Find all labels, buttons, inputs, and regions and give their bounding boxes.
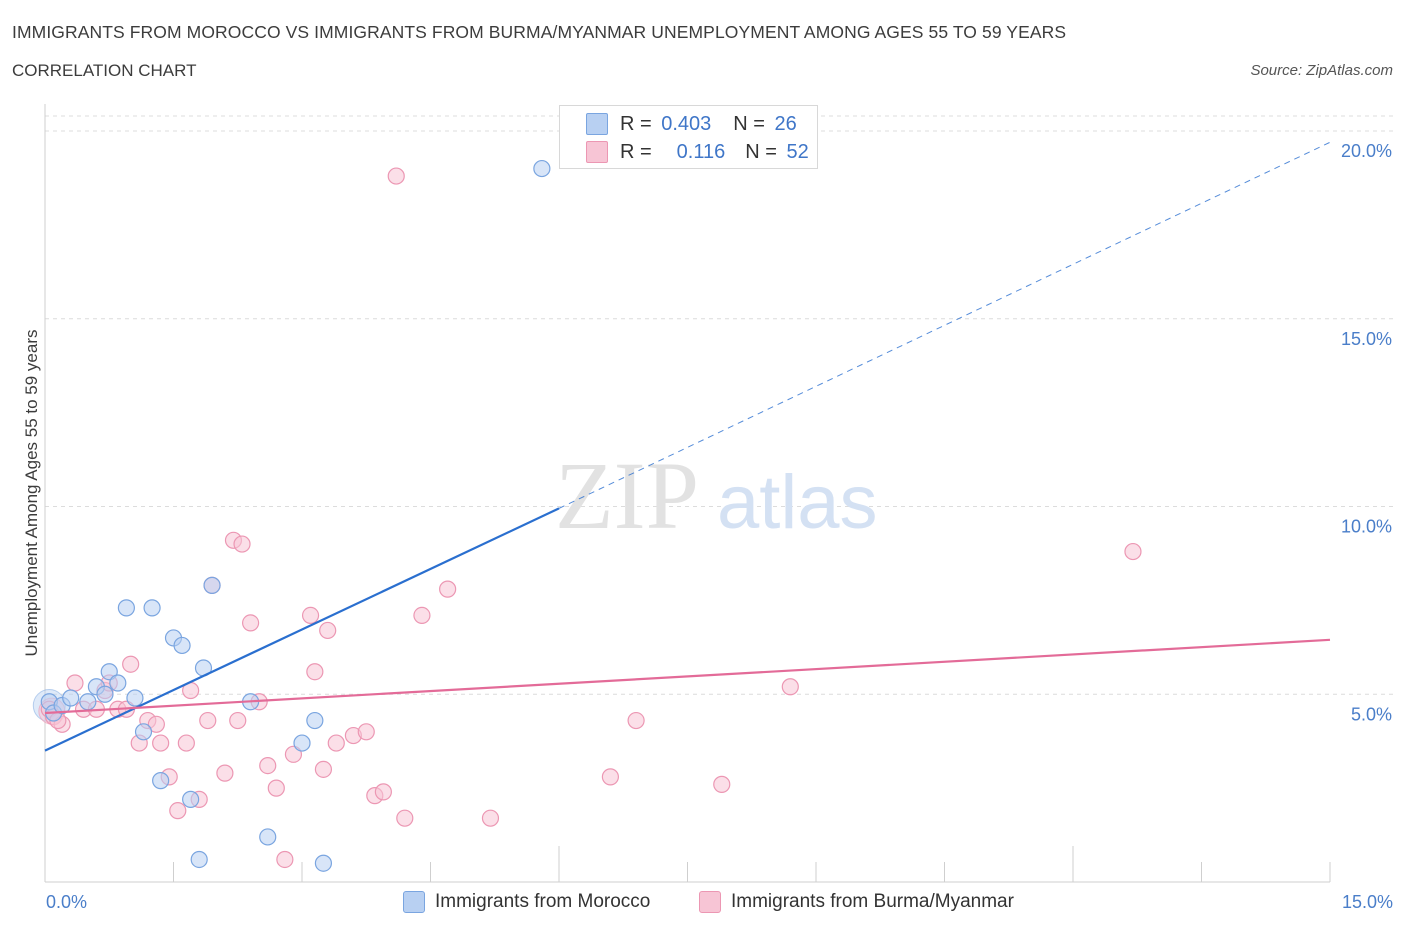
burma-point [259,756,277,775]
legend-label: Immigrants from Morocco [435,891,651,912]
n-label: N = [733,112,765,135]
burma-point [413,606,431,625]
burma-point [357,723,375,741]
burma-point [66,674,84,692]
watermark-atlas: atlas [717,460,878,545]
chart-subtitle: CORRELATION CHART [12,61,197,80]
morocco-point [62,689,80,707]
burma-point [374,783,392,801]
morocco-point [96,685,114,703]
burma-point [276,850,294,869]
burma-point [314,760,333,778]
burma-point [319,621,337,640]
burma-point [169,802,187,820]
morocco-point [109,674,127,692]
watermark-zip: ZIP [555,442,699,549]
morocco-swatch [586,113,608,135]
burma-point [216,764,234,782]
morocco-point [314,854,333,872]
burma-point [396,809,414,827]
burma-point [387,167,405,185]
label-layer: Unemployment Among Ages 55 to 59 years 5… [22,141,1393,912]
r-label: R = [620,112,652,135]
burma-point [481,809,500,827]
morocco-point [533,159,551,178]
burma-point [242,614,260,632]
trend-layer [44,141,1331,752]
morocco-point [306,711,324,730]
morocco-point [203,576,221,594]
morocco-point [152,772,170,790]
points-layer [32,159,1142,872]
burma-point [152,734,170,752]
watermark: ZIP atlas [555,442,878,549]
y-tick-label: 10.0% [1341,517,1392,537]
morocco-point [134,723,153,741]
burma-point [267,779,285,797]
morocco-point [173,636,191,655]
morocco-legend-swatch [403,891,425,913]
morocco-point [293,734,311,752]
n-value: 26 [774,112,797,135]
burma-point [301,606,320,625]
y-tick-label: 15.0% [1341,329,1392,349]
burma-swatch [586,141,608,163]
y-tick-label: 20.0% [1341,141,1392,161]
burma-point [177,734,195,752]
burma-point [199,711,217,730]
burma-point [306,663,324,681]
n-label: N = [745,140,777,163]
legend-item-burma[interactable]: Immigrants from Burma/Myanmar [699,889,1014,915]
burma-point [233,535,251,553]
legend-label: Immigrants from Burma/Myanmar [731,891,1014,912]
morocco-point [182,790,200,808]
r-value: 0.116 [676,140,726,163]
burma-point [1124,542,1142,561]
morocco-point [79,693,97,711]
morocco-point [190,850,208,869]
morocco-point [117,599,135,617]
stats-legend-row-morocco: R = 0.403 N = 26 [586,112,797,136]
source-label: Source: ZipAtlas.com [1250,62,1393,79]
burma-point [601,768,620,786]
y-axis-label: Unemployment Among Ages 55 to 59 years [22,330,41,657]
x-tick-label: 15.0% [1342,892,1393,912]
grid-layer [45,115,1395,695]
burma-point [327,734,345,752]
burma-point [147,715,165,733]
morocco-point [126,689,144,707]
burma-legend-swatch [699,891,721,913]
stats-legend: R = 0.403 N = 26 R = 0.116 N = 52 [559,105,818,169]
morocco-trend-extension [558,141,1331,509]
y-tick-label: 5.0% [1351,704,1392,724]
burma-point [627,711,645,730]
n-value: 52 [786,140,809,163]
axes-layer [44,104,1331,883]
morocco-point [143,599,161,617]
burma-trend-line [44,638,1331,715]
burma-point [781,678,799,696]
morocco-point [259,828,277,846]
stats-legend-row-burma: R = 0.116 N = 52 [586,140,809,164]
chart-title: IMMIGRANTS FROM MOROCCO VS IMMIGRANTS FR… [12,22,1067,42]
r-label: R = [620,140,652,163]
burma-point [122,655,140,673]
morocco-trend-line [44,507,560,752]
burma-point [713,775,731,793]
burma-point [439,580,457,598]
x-tick-label: 0.0% [46,892,87,912]
burma-point [229,711,247,730]
legend-item-morocco[interactable]: Immigrants from Morocco [403,889,650,915]
r-value: 0.403 [661,112,712,135]
